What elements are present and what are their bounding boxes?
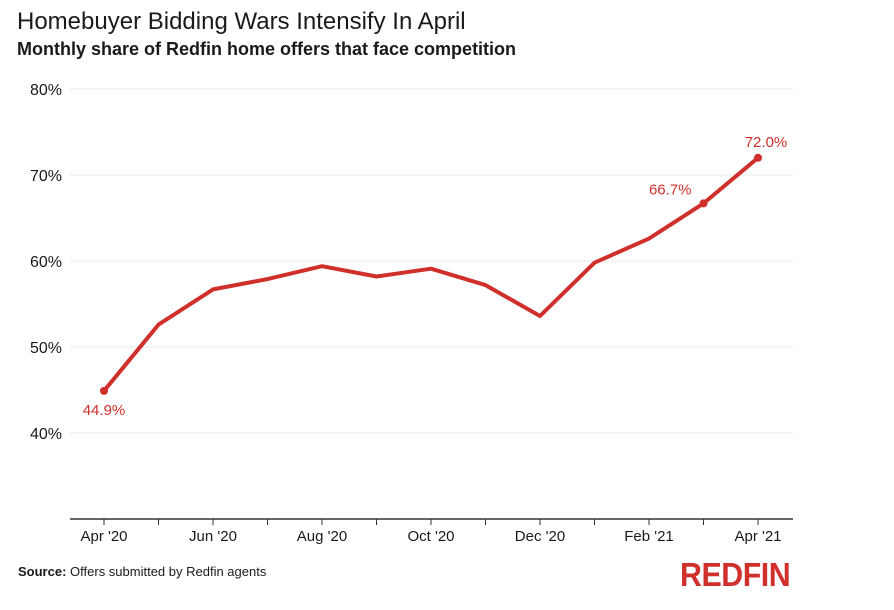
data-label: 66.7%: [649, 181, 692, 198]
data-label: 44.9%: [83, 402, 126, 419]
x-tick-label: Dec '20: [515, 528, 565, 545]
y-axis: 40% 50% 60% 70% 80%: [30, 82, 62, 443]
x-tick-label: Feb '21: [624, 528, 674, 545]
y-tick-label: 40%: [30, 426, 62, 443]
x-tick-label: Aug '20: [297, 528, 347, 545]
data-point: [699, 199, 708, 208]
x-tick-label: Apr '20: [80, 528, 127, 545]
chart-subtitle: Monthly share of Redfin home offers that…: [17, 39, 517, 59]
x-tick-label: Apr '21: [734, 528, 781, 545]
source-text: Offers submitted by Redfin agents: [70, 564, 267, 579]
chart-title: Homebuyer Bidding Wars Intensify In Apri…: [17, 8, 466, 35]
data-point: [100, 386, 108, 395]
data-points: [100, 153, 762, 395]
gridlines: [70, 88, 793, 434]
series-line: [102, 155, 760, 393]
x-tick-label: Jun '20: [189, 528, 237, 545]
data-labels: 44.9% 66.7% 72.0%: [83, 134, 788, 419]
redfin-logo: REDFIN: [680, 556, 791, 593]
source-label: Source:: [18, 564, 67, 579]
data-label: 72.0%: [745, 134, 788, 151]
series-polyline: [102, 155, 760, 393]
source-note: Source: Offers submitted by Redfin agent…: [18, 564, 266, 579]
y-tick-label: 50%: [30, 340, 62, 357]
x-tick-label: Oct '20: [407, 528, 454, 545]
y-tick-label: 80%: [30, 82, 62, 99]
x-axis: Apr '20 Jun '20 Aug '20 Oct '20 Dec '20 Feb '…: [70, 518, 793, 545]
data-point: [754, 153, 762, 162]
y-tick-label: 60%: [30, 254, 62, 271]
y-tick-label: 70%: [30, 168, 62, 185]
